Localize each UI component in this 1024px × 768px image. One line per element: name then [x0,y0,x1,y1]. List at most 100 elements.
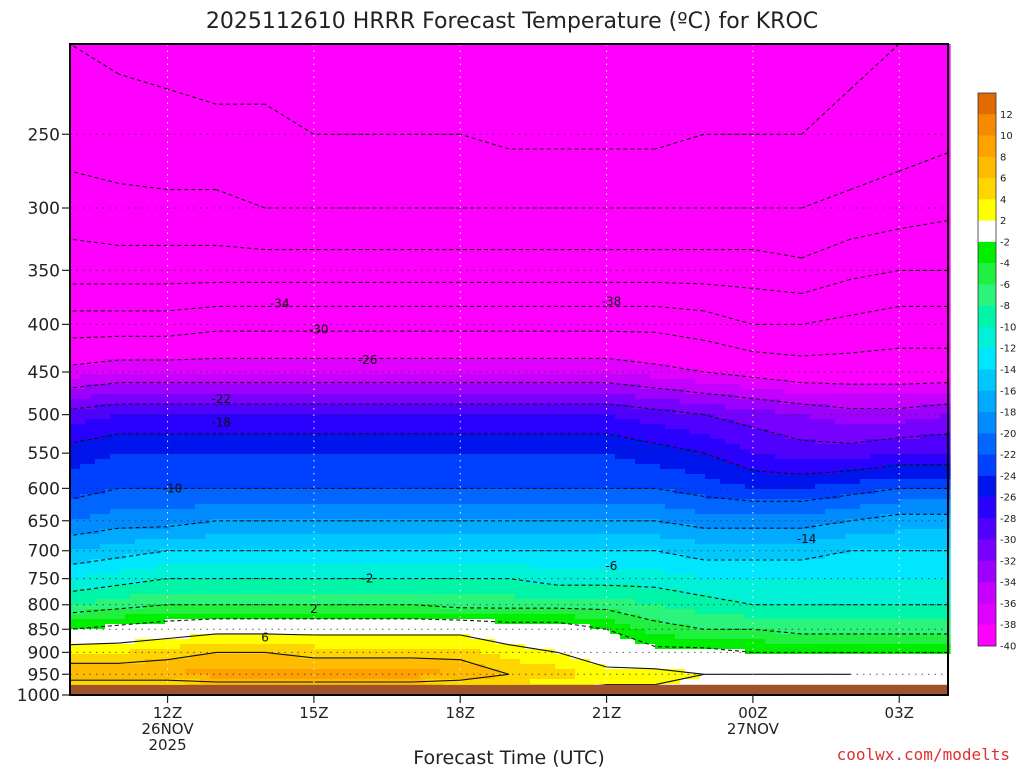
y-tick-label: 700 [28,542,60,562]
colorbar-label: -24 [1000,471,1016,482]
y-tick-label: 400 [28,315,60,335]
contour-line [69,403,949,445]
colorbar-bin [978,114,996,136]
colorbar-bin [978,348,996,370]
contour-label: 6 [261,630,269,644]
colorbar-bin [978,475,996,498]
x-tick-label: 03Z [885,704,914,722]
x-tick-label: 15Z [299,704,328,722]
colorbar-bin [978,135,996,158]
colorbar-frame [977,92,997,647]
contour-labels: -34-30-26-22-18-10-38-14-6-226 [163,294,817,644]
y-tick-label: 350 [28,261,60,281]
colorbar-label: 4 [1000,195,1006,206]
contour-label: -10 [163,481,183,495]
colorbar-bin [978,284,996,306]
colorbar-label: 10 [1000,131,1013,142]
grid-lines [70,44,948,696]
contour-line [70,651,510,683]
x-tick-label: 00Z [738,704,767,722]
colorbar-label: -16 [1000,386,1016,397]
x-tick-label: 26NOV [141,720,194,738]
colorbar-label: -26 [1000,493,1016,504]
colorbar-label: -22 [1000,450,1016,461]
colorbar-label: -12 [1000,344,1016,355]
y-tick-label: 250 [28,125,60,145]
colorbar-label: 2 [1000,216,1006,227]
colorbar-bin [978,624,996,647]
contour-label: -34 [270,297,290,311]
ground-layer [70,684,948,695]
colorbar-label: -2 [1000,237,1010,248]
y-tick-label: 950 [28,665,60,685]
colorbar-label: -8 [1000,301,1010,312]
colorbar-label: -28 [1000,514,1016,525]
colorbar-bin [978,539,996,562]
contour-line [69,219,949,259]
colorbar-label: -14 [1000,365,1016,376]
x-tick-label: 2025 [148,736,186,754]
x-tick-label: 21Z [592,704,621,722]
contour-label: -38 [602,294,622,308]
colorbar-bin [978,178,996,200]
contour-line [69,152,949,209]
colorbar-label: -38 [1000,620,1016,631]
colorbar: 12 10 8 6 4 2 -2 -4 -6 -8 -10 -12 -14 -16 -18 -20 -22 -24… [977,92,1016,653]
colorbar-bin [978,369,996,392]
x-tick-label: 12Z [153,704,182,722]
colorbar-label: 8 [1000,152,1006,163]
plot-frame [69,43,949,696]
colorbar-label: -6 [1000,280,1010,291]
y-axis: 250 300 350 400 450 500 550 600 650 700 750 800 850 9… [17,125,70,706]
colorbar-label: -36 [1000,599,1016,610]
credit-text: coolwx.com/modelts [837,745,1010,764]
chart-title: 2025112610 HRRR Forecast Temperature (ºC… [206,9,818,34]
contour-label: -26 [358,353,378,367]
colorbar-bin [978,454,996,477]
y-tick-label: 900 [28,643,60,663]
colorbar-bin [978,390,996,413]
colorbar-label: 6 [1000,174,1006,185]
colorbar-label: 12 [1000,110,1013,121]
colorbar-bin [978,263,996,285]
colorbar-label: -10 [1000,322,1016,333]
colorbar-bin [978,603,996,626]
colorbar-bin [978,93,996,115]
y-tick-label: 850 [28,620,60,640]
contour-label: -14 [797,532,817,546]
temperature-field [70,44,951,700]
contour-line [69,433,948,475]
colorbar-bin [978,582,996,604]
y-tick-label: 750 [28,570,60,590]
colorbar-label: -18 [1000,408,1016,419]
contour-line [70,305,948,325]
colorbar-bin [978,156,996,179]
contour-label: 2 [310,602,318,616]
colorbar-bin [978,220,996,243]
contour-label: -2 [362,572,374,586]
y-tick-label: 500 [28,406,60,426]
colorbar-bin [978,560,996,583]
contour-label: -18 [211,416,231,430]
contour-label: -30 [309,322,329,336]
colorbar-label: -20 [1000,429,1016,440]
contour-label: -22 [211,392,231,406]
contour-line [69,43,900,150]
colorbar-label: -30 [1000,535,1016,546]
colorbar-label: -34 [1000,578,1016,589]
contour-line [69,330,948,357]
colorbar-bin [978,518,996,540]
colorbar-bin [978,326,996,349]
contour-label: -6 [605,559,617,573]
contour-line [70,269,948,295]
y-tick-label: 1000 [17,686,60,706]
y-tick-label: 800 [28,596,60,616]
colorbar-label: -4 [1000,259,1010,270]
y-tick-label: 650 [28,512,60,532]
x-tick-label: 18Z [446,704,475,722]
ground-fill [70,684,948,695]
contour-line [69,382,949,410]
x-tick-label: 27NOV [727,720,780,738]
